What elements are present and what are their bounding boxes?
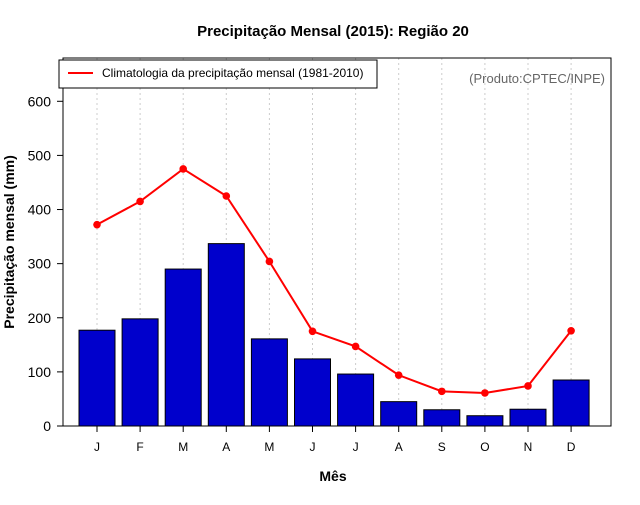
bar-5 bbox=[250, 338, 288, 427]
chart-title: Precipitação Mensal (2015): Região 20 bbox=[197, 23, 469, 40]
bar-7 bbox=[337, 373, 375, 427]
climatology-point-3 bbox=[179, 165, 187, 173]
bar-11 bbox=[509, 408, 547, 427]
climatology-point-4 bbox=[222, 192, 231, 200]
climatology-point-6 bbox=[308, 327, 317, 336]
climatology-point-9 bbox=[438, 387, 446, 396]
bar-9 bbox=[423, 409, 461, 427]
climatology-point-5 bbox=[265, 257, 274, 266]
climatology-point-12 bbox=[567, 326, 575, 335]
legend-entry-climatology: Climatologia da precipitação mensal (198… bbox=[102, 66, 363, 80]
y-tick-label: 400 bbox=[28, 202, 52, 218]
x-tick-label: D bbox=[567, 440, 576, 454]
x-tick-label: M bbox=[178, 440, 188, 454]
climatology-point-11 bbox=[524, 382, 532, 390]
bar-4 bbox=[207, 243, 245, 427]
y-axis-title: Precipitação mensal (mm) bbox=[1, 155, 17, 329]
climatology-point-8 bbox=[394, 371, 403, 379]
climatology-line bbox=[96, 167, 572, 394]
source-annotation: (Produto:CPTEC/INPE) bbox=[469, 71, 605, 86]
x-tick-label: O bbox=[480, 440, 489, 454]
x-tick-label: M bbox=[264, 440, 274, 454]
bar-12 bbox=[552, 379, 590, 427]
legend: Climatologia da precipitação mensal (198… bbox=[58, 59, 378, 89]
x-tick-label: J bbox=[310, 440, 316, 454]
plot-frame bbox=[62, 57, 612, 427]
climatology-point-2 bbox=[136, 197, 144, 206]
bar-6 bbox=[294, 358, 331, 427]
bar-8 bbox=[380, 401, 418, 427]
climatology-point-1 bbox=[93, 220, 101, 229]
bar-2 bbox=[121, 318, 159, 427]
x-tick-label: J bbox=[353, 440, 359, 454]
x-tick-label: S bbox=[438, 440, 446, 454]
y-tick-label: 0 bbox=[43, 418, 51, 434]
y-tick-label: 100 bbox=[28, 364, 52, 380]
y-tick-label: 500 bbox=[28, 147, 52, 163]
y-tick-label: 300 bbox=[28, 256, 52, 272]
bar-layer bbox=[78, 243, 590, 427]
x-tick-label: F bbox=[136, 440, 143, 454]
climatology-point-7 bbox=[351, 342, 360, 351]
y-tick-label: 600 bbox=[28, 93, 52, 109]
bar-1 bbox=[78, 329, 116, 427]
bar-3 bbox=[164, 268, 202, 427]
climatology-point-10 bbox=[481, 389, 489, 397]
legend-box bbox=[58, 59, 378, 89]
x-axis-title: Mês bbox=[319, 468, 346, 484]
x-tick-label: A bbox=[395, 440, 403, 454]
y-tick-label: 200 bbox=[28, 310, 52, 326]
x-tick-label: J bbox=[94, 440, 100, 454]
x-tick-label: N bbox=[524, 440, 533, 454]
line-layer bbox=[93, 165, 575, 397]
bar-10 bbox=[466, 415, 504, 427]
x-tick-label: A bbox=[222, 440, 230, 454]
axis-layer: 0 100 200 300 400 500 600 J F M A M J J A S O N D bbox=[28, 93, 576, 454]
